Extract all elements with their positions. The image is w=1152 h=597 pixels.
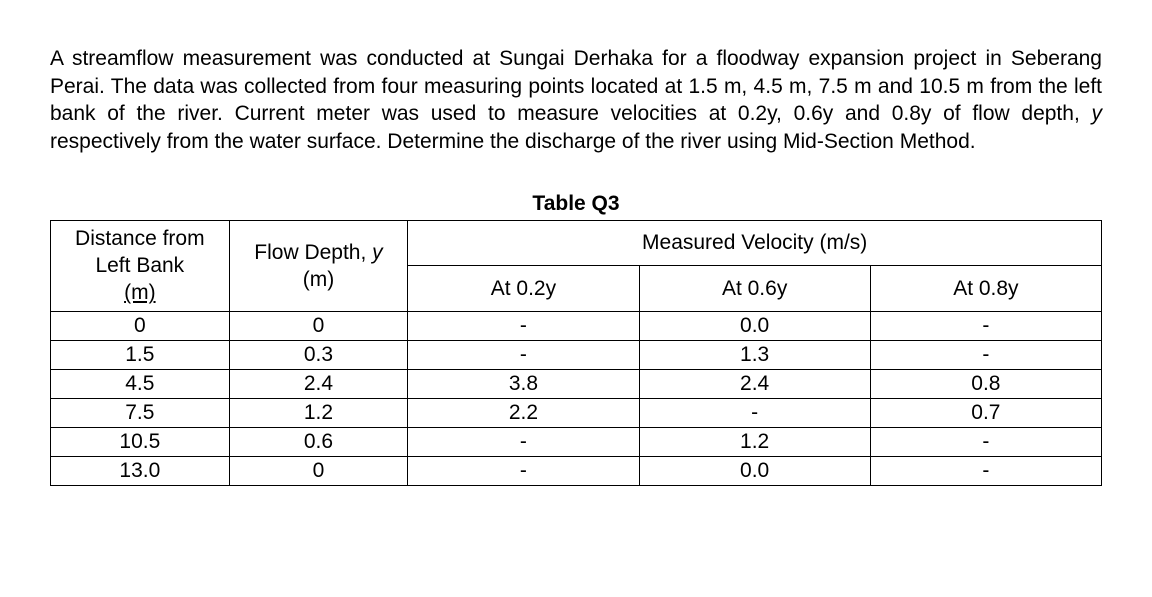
cell-v06: 0.0 <box>639 311 870 340</box>
cell-dist: 0 <box>51 311 230 340</box>
col-header-depth: Flow Depth, y (m) <box>229 220 408 311</box>
cell-v08: 0.7 <box>870 398 1101 427</box>
cell-v02: - <box>408 427 639 456</box>
cell-v08: - <box>870 456 1101 485</box>
cell-v02: 2.2 <box>408 398 639 427</box>
cell-depth: 0.3 <box>229 340 408 369</box>
cell-depth: 1.2 <box>229 398 408 427</box>
table-head: Distance from Left Bank (m) Flow Depth, … <box>51 220 1102 311</box>
page: A streamflow measurement was conducted a… <box>0 0 1152 597</box>
cell-v06: 0.0 <box>639 456 870 485</box>
cell-depth: 0.6 <box>229 427 408 456</box>
col-header-depth-l1b: y <box>372 241 383 264</box>
cell-v08: - <box>870 311 1101 340</box>
cell-v08: - <box>870 340 1101 369</box>
table-row: 13.0 0 - 0.0 - <box>51 456 1102 485</box>
col-header-distance-unit: (m) <box>124 281 155 304</box>
intro-paragraph: A streamflow measurement was conducted a… <box>50 45 1102 156</box>
col-header-velocity-group: Measured Velocity (m/s) <box>408 220 1102 265</box>
table-row: 7.5 1.2 2.2 - 0.7 <box>51 398 1102 427</box>
col-header-distance-l2: Left Bank <box>95 254 184 277</box>
intro-text-after-y: respectively from the water surface. Det… <box>50 130 976 153</box>
table-row: 0 0 - 0.0 - <box>51 311 1102 340</box>
cell-depth: 2.4 <box>229 369 408 398</box>
table-caption: Table Q3 <box>50 192 1102 216</box>
cell-depth: 0 <box>229 311 408 340</box>
table-head-row-1: Distance from Left Bank (m) Flow Depth, … <box>51 220 1102 265</box>
cell-v08: 0.8 <box>870 369 1101 398</box>
cell-v02: - <box>408 456 639 485</box>
col-header-v06: At 0.6y <box>639 266 870 311</box>
col-header-v02: At 0.2y <box>408 266 639 311</box>
cell-v02: - <box>408 340 639 369</box>
cell-dist: 7.5 <box>51 398 230 427</box>
cell-v02: - <box>408 311 639 340</box>
cell-v06: 1.3 <box>639 340 870 369</box>
col-header-depth-unit: (m) <box>303 268 334 291</box>
col-header-v08: At 0.8y <box>870 266 1101 311</box>
table-row: 1.5 0.3 - 1.3 - <box>51 340 1102 369</box>
table-row: 4.5 2.4 3.8 2.4 0.8 <box>51 369 1102 398</box>
cell-dist: 1.5 <box>51 340 230 369</box>
cell-v06: 1.2 <box>639 427 870 456</box>
cell-v08: - <box>870 427 1101 456</box>
table-row: 10.5 0.6 - 1.2 - <box>51 427 1102 456</box>
cell-v06: 2.4 <box>639 369 870 398</box>
cell-v02: 3.8 <box>408 369 639 398</box>
cell-depth: 0 <box>229 456 408 485</box>
col-header-distance-l1: Distance from <box>75 227 205 250</box>
cell-v06: - <box>639 398 870 427</box>
cell-dist: 10.5 <box>51 427 230 456</box>
cell-dist: 4.5 <box>51 369 230 398</box>
intro-text-before-y: A streamflow measurement was conducted a… <box>50 47 1102 125</box>
col-header-distance: Distance from Left Bank (m) <box>51 220 230 311</box>
col-header-depth-l1a: Flow Depth, <box>254 241 372 264</box>
data-table: Distance from Left Bank (m) Flow Depth, … <box>50 220 1102 486</box>
cell-dist: 13.0 <box>51 456 230 485</box>
table-body: 0 0 - 0.0 - 1.5 0.3 - 1.3 - 4.5 2.4 3.8 … <box>51 311 1102 485</box>
intro-y-var: y <box>1092 102 1103 125</box>
